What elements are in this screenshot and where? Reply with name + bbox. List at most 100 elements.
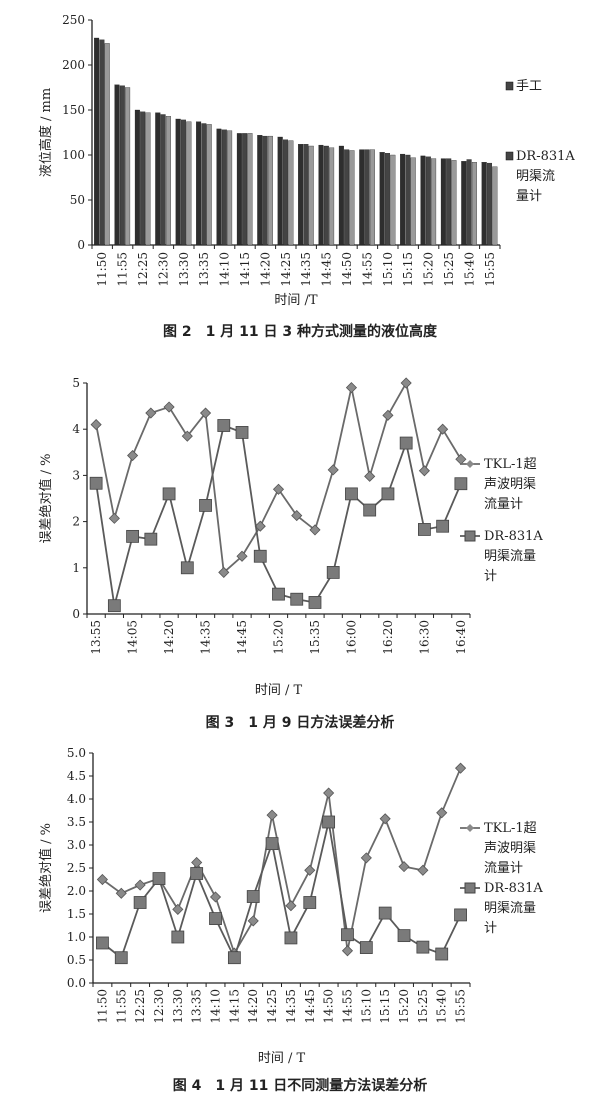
data-point — [379, 813, 391, 825]
x-tick-label: 14:25 — [265, 989, 279, 1024]
bar — [94, 37, 100, 246]
figure-caption: 图 2 1 月 11 日 3 种方式测量的液位高度 — [163, 323, 438, 340]
bar — [201, 123, 207, 246]
y-tick-label: 1 — [72, 561, 80, 575]
bar — [134, 109, 140, 246]
x-tick-label: 13:35 — [197, 252, 211, 287]
y-tick-label: 1.5 — [67, 907, 86, 921]
x-tick-label: 15:20 — [397, 989, 411, 1024]
data-point — [359, 941, 373, 954]
data-point — [436, 807, 448, 819]
legend-label: TKL-1超声波明渠流量计TKL-1超声波明渠流量计 — [484, 821, 537, 876]
bar — [471, 162, 477, 246]
x-tick-label: 15:35 — [308, 620, 322, 655]
y-tick-label: 3.0 — [67, 838, 86, 852]
data-point — [454, 477, 468, 491]
series-line — [101, 767, 462, 956]
bar — [410, 157, 416, 246]
x-tick-label: 14:50 — [322, 989, 336, 1024]
y-tick-label: 200 — [62, 58, 85, 72]
bar — [323, 145, 329, 246]
data-point — [345, 487, 358, 501]
data-point — [209, 891, 222, 903]
data-point — [341, 945, 354, 957]
bar — [165, 116, 171, 246]
x-tick-label: 12:25 — [133, 989, 147, 1024]
bar — [227, 130, 233, 246]
data-point — [235, 426, 249, 439]
x-tick-label: 14:35 — [199, 620, 213, 655]
data-point — [246, 890, 260, 903]
data-point — [89, 476, 103, 490]
x-tick-label: 11:50 — [95, 989, 109, 1024]
data-point — [190, 867, 204, 880]
legend-marker — [466, 824, 474, 832]
x-tick-label: 14:10 — [218, 252, 232, 287]
y-tick-label: 0.0 — [67, 976, 86, 990]
data-point — [364, 470, 376, 482]
y-tick-label: 4 — [72, 422, 80, 436]
x-tick-label: 14:20 — [258, 252, 272, 287]
x-tick-label: 16:30 — [417, 620, 431, 655]
data-point — [382, 409, 394, 421]
data-point — [180, 561, 194, 575]
x-tick-label: 14:55 — [340, 989, 354, 1024]
legend-marker — [466, 460, 474, 468]
bar — [400, 153, 406, 246]
bar — [405, 154, 411, 246]
y-tick-label: 5.0 — [67, 746, 86, 760]
chart-3: 0.0 0.5 1.0 1.5 2.0 2.5 3.0 3.5 4.0 4.5 5.0 11:50 11… — [38, 746, 543, 1094]
y-tick-label: 3 — [72, 468, 80, 482]
data-point — [400, 377, 412, 389]
data-point — [290, 592, 304, 606]
data-point — [399, 436, 413, 450]
x-tick-label: 15:10 — [359, 989, 373, 1024]
bar — [446, 158, 452, 246]
bar — [114, 84, 120, 246]
bar — [242, 133, 248, 246]
x-tick-label: 14:15 — [227, 989, 241, 1024]
bar — [104, 43, 110, 246]
bar — [288, 140, 294, 246]
data-point — [291, 510, 303, 522]
data-point — [436, 519, 450, 533]
data-point — [199, 407, 212, 419]
bar — [486, 162, 493, 246]
x-axis-label: 时间 / T — [255, 683, 303, 698]
x-tick-label: 14:45 — [320, 252, 334, 287]
data-point — [181, 430, 193, 442]
x-tick-label: 14:15 — [238, 252, 252, 287]
y-tick-label: 2 — [72, 515, 80, 529]
bar — [236, 133, 242, 246]
data-point — [327, 464, 339, 476]
y-tick-label: 0 — [77, 238, 85, 252]
x-tick-label: 15:40 — [462, 252, 476, 287]
bar — [298, 144, 304, 246]
bar — [492, 166, 498, 246]
x-tick-label: 12:30 — [152, 989, 166, 1024]
bar — [369, 149, 375, 246]
data-point — [96, 936, 109, 950]
x-tick-label: 13:35 — [190, 989, 204, 1024]
data-point — [265, 837, 279, 851]
data-point — [322, 815, 336, 829]
bar — [262, 135, 268, 246]
bar — [481, 162, 487, 246]
data-point — [172, 903, 184, 915]
x-tick-label: 15:15 — [378, 989, 392, 1024]
chart-2: 0 1 2 3 4 5 13:55 14:05 14:20 14:35 14:45 15:20 15:3… — [38, 376, 543, 731]
x-tick-label: 14:20 — [162, 620, 176, 655]
data-point — [134, 879, 146, 891]
x-tick-label: 11:55 — [114, 989, 128, 1024]
data-point — [381, 487, 395, 501]
data-point — [303, 896, 317, 909]
data-point — [217, 419, 231, 432]
data-point — [114, 951, 128, 965]
x-tick-label: 16:00 — [344, 620, 358, 655]
bar — [425, 156, 431, 246]
data-point — [96, 873, 108, 886]
data-point — [398, 861, 410, 873]
